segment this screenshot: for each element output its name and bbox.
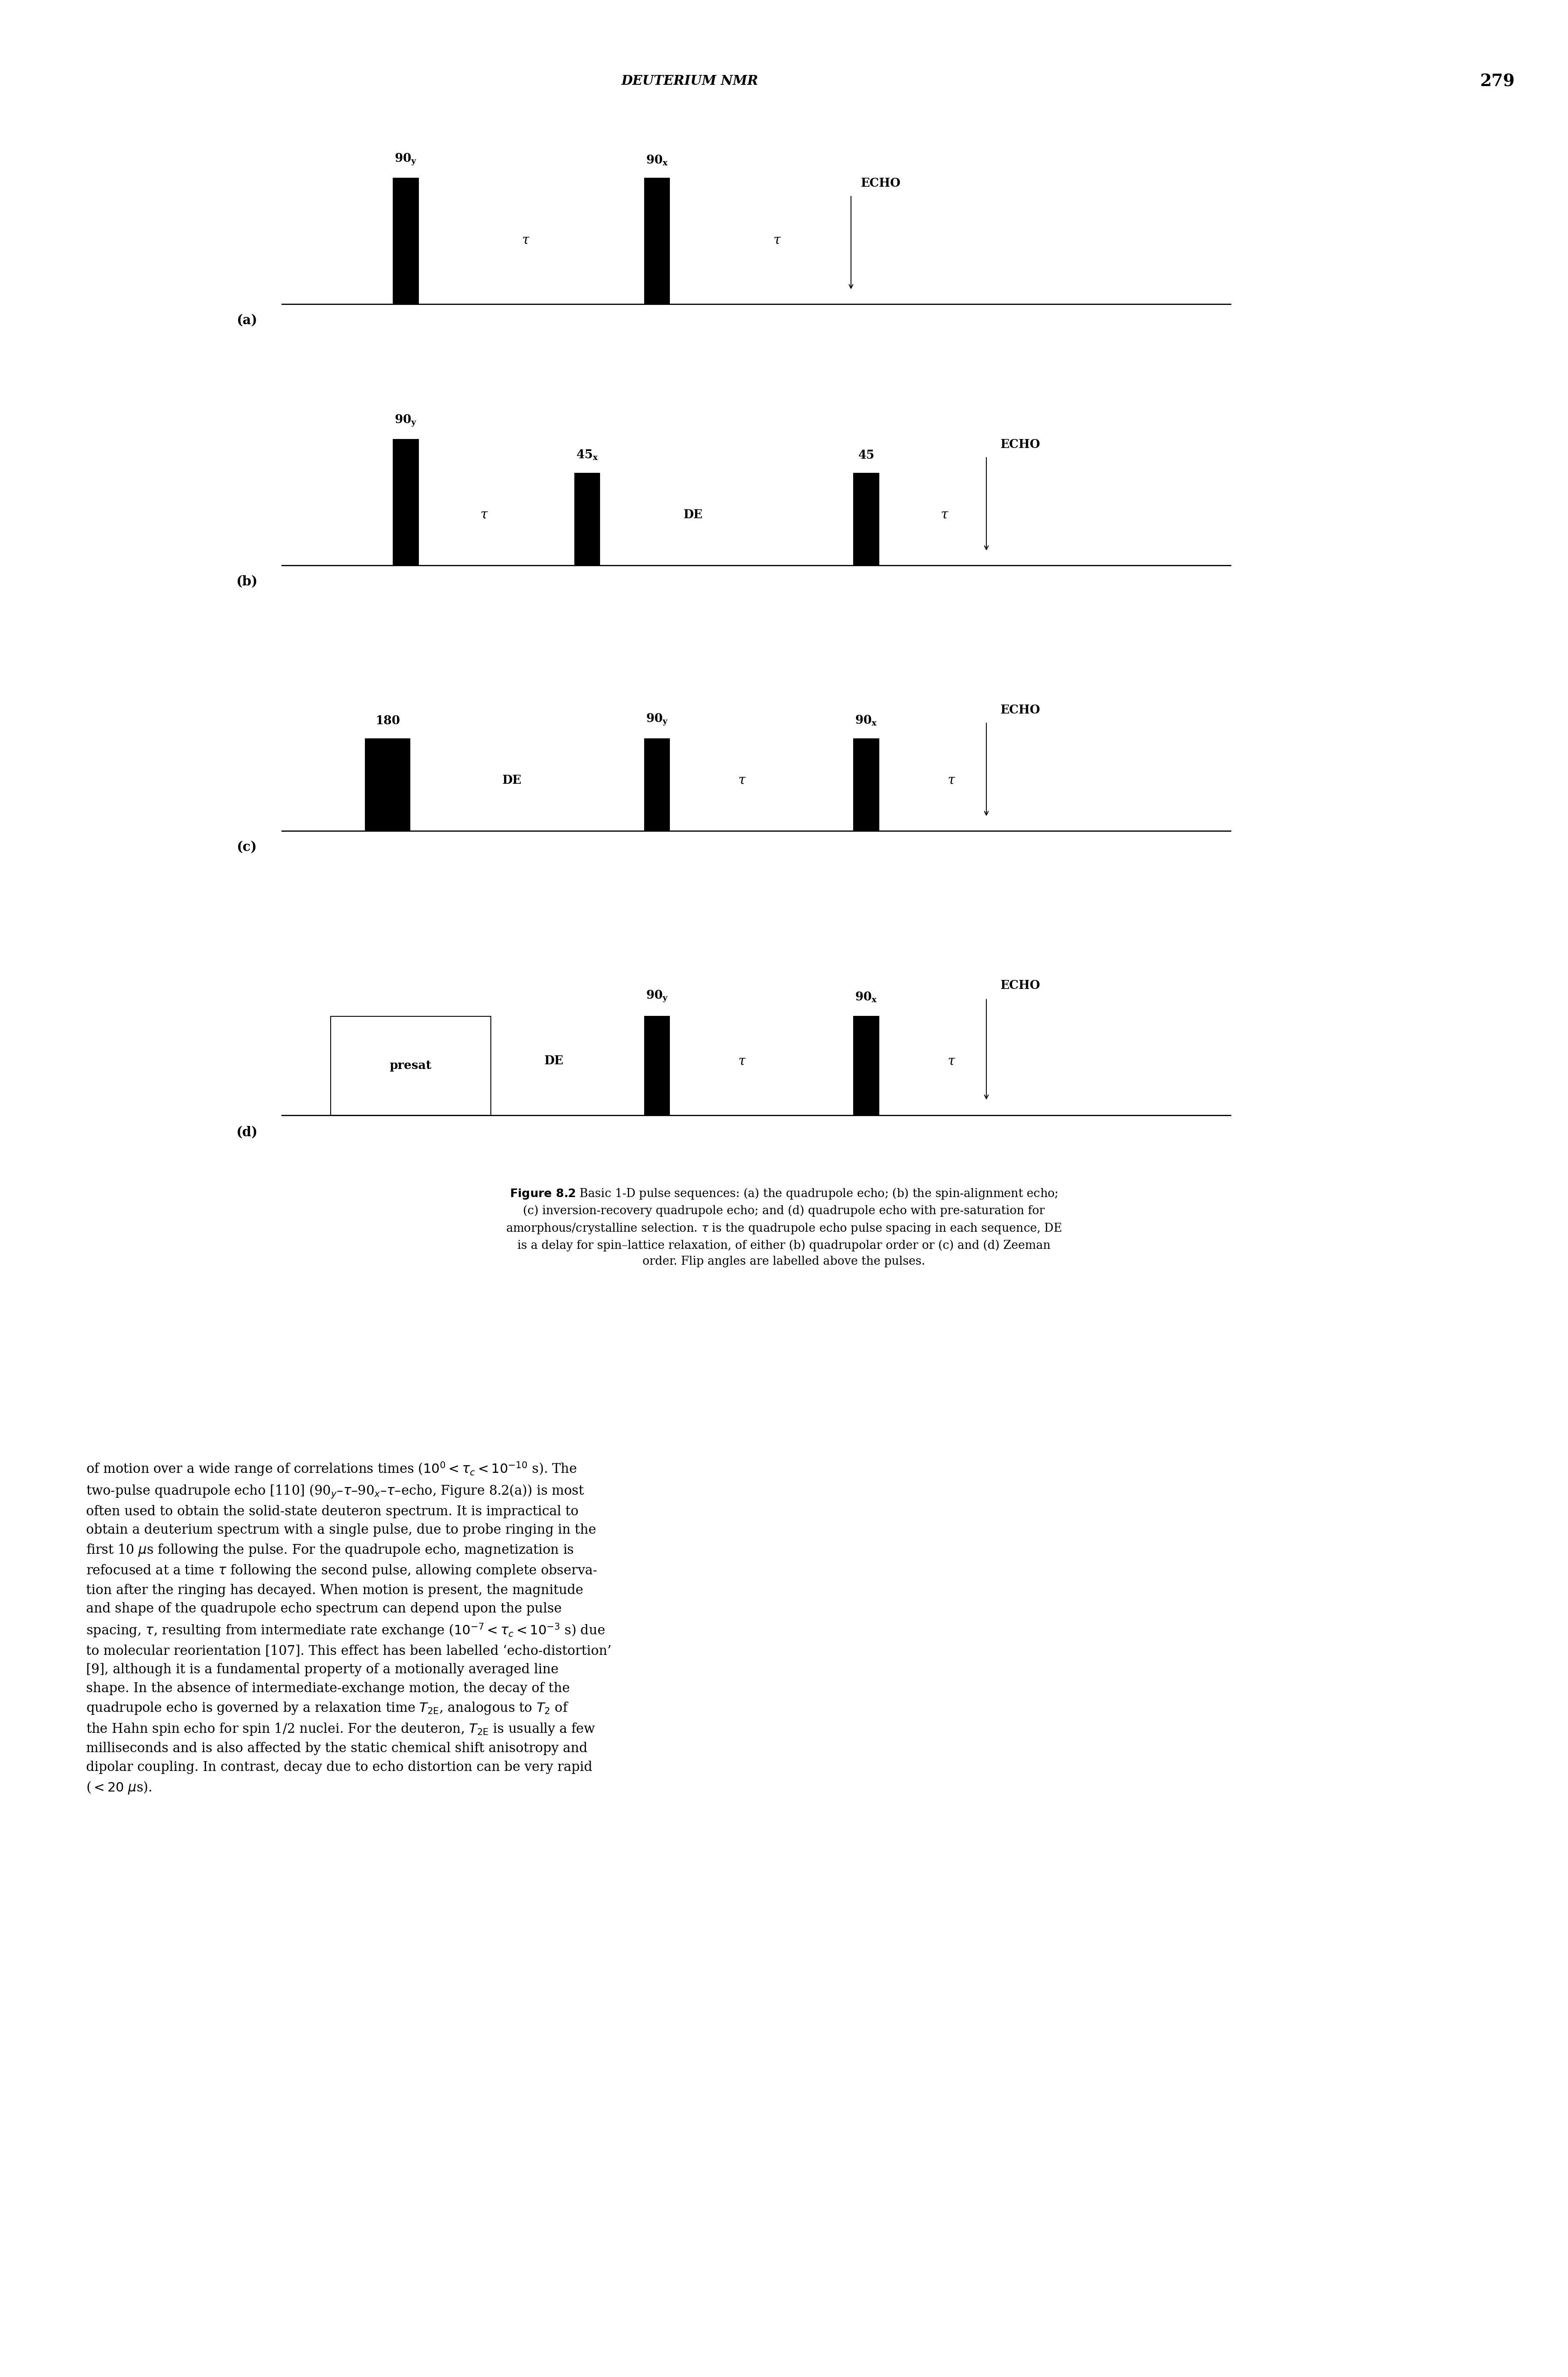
Text: 90$_\mathregular{y}$: 90$_\mathregular{y}$ <box>646 713 668 727</box>
Bar <box>394 440 419 566</box>
Text: 45$_\mathregular{x}$: 45$_\mathregular{x}$ <box>575 449 599 461</box>
Text: DE: DE <box>684 509 702 521</box>
Bar <box>394 178 419 304</box>
Text: 90$_\mathregular{y}$: 90$_\mathregular{y}$ <box>646 989 668 1003</box>
Text: presat: presat <box>390 1060 431 1072</box>
Text: τ: τ <box>947 775 955 787</box>
Text: of motion over a wide range of correlations times ($10^0 < \tau_c < 10^{-10}$ s): of motion over a wide range of correlati… <box>86 1459 612 1795</box>
Bar <box>853 1017 880 1115</box>
Text: ECHO: ECHO <box>1000 440 1040 449</box>
Text: τ: τ <box>941 509 949 521</box>
Text: 45: 45 <box>858 449 875 461</box>
Text: DE: DE <box>502 775 522 787</box>
Text: ECHO: ECHO <box>1000 979 1040 991</box>
Bar <box>853 473 880 566</box>
Text: DEUTERIUM NMR: DEUTERIUM NMR <box>621 74 759 88</box>
Bar <box>853 739 880 830</box>
Text: τ: τ <box>522 233 530 247</box>
Text: $\mathbf{Figure\ 8.2}$ Basic 1-D pulse sequences: (a) the quadrupole echo; (b) t: $\mathbf{Figure\ 8.2}$ Basic 1-D pulse s… <box>506 1186 1062 1267</box>
Bar <box>644 739 670 830</box>
Text: (b): (b) <box>237 575 257 589</box>
Text: 90$_\mathregular{x}$: 90$_\mathregular{x}$ <box>855 991 878 1003</box>
Text: 279: 279 <box>1480 74 1515 90</box>
Text: ECHO: ECHO <box>1000 704 1040 715</box>
Bar <box>574 473 601 566</box>
Bar <box>644 178 670 304</box>
Text: τ: τ <box>480 509 488 521</box>
Bar <box>331 1017 491 1115</box>
Text: 90$_\mathregular{y}$: 90$_\mathregular{y}$ <box>395 152 417 166</box>
Bar <box>365 739 409 830</box>
Text: ECHO: ECHO <box>861 178 900 190</box>
Text: τ: τ <box>947 1055 955 1067</box>
Text: 90$_\mathregular{x}$: 90$_\mathregular{x}$ <box>646 155 668 166</box>
Text: (d): (d) <box>237 1127 257 1139</box>
Text: (c): (c) <box>237 841 257 853</box>
Text: (a): (a) <box>237 314 257 328</box>
Text: DE: DE <box>544 1055 563 1067</box>
Bar <box>644 1017 670 1115</box>
Text: τ: τ <box>773 233 781 247</box>
Text: 90$_\mathregular{y}$: 90$_\mathregular{y}$ <box>395 414 417 428</box>
Text: 90$_\mathregular{x}$: 90$_\mathregular{x}$ <box>855 713 878 727</box>
Text: τ: τ <box>739 775 746 787</box>
Text: τ: τ <box>739 1055 746 1067</box>
Text: 180: 180 <box>375 715 400 727</box>
